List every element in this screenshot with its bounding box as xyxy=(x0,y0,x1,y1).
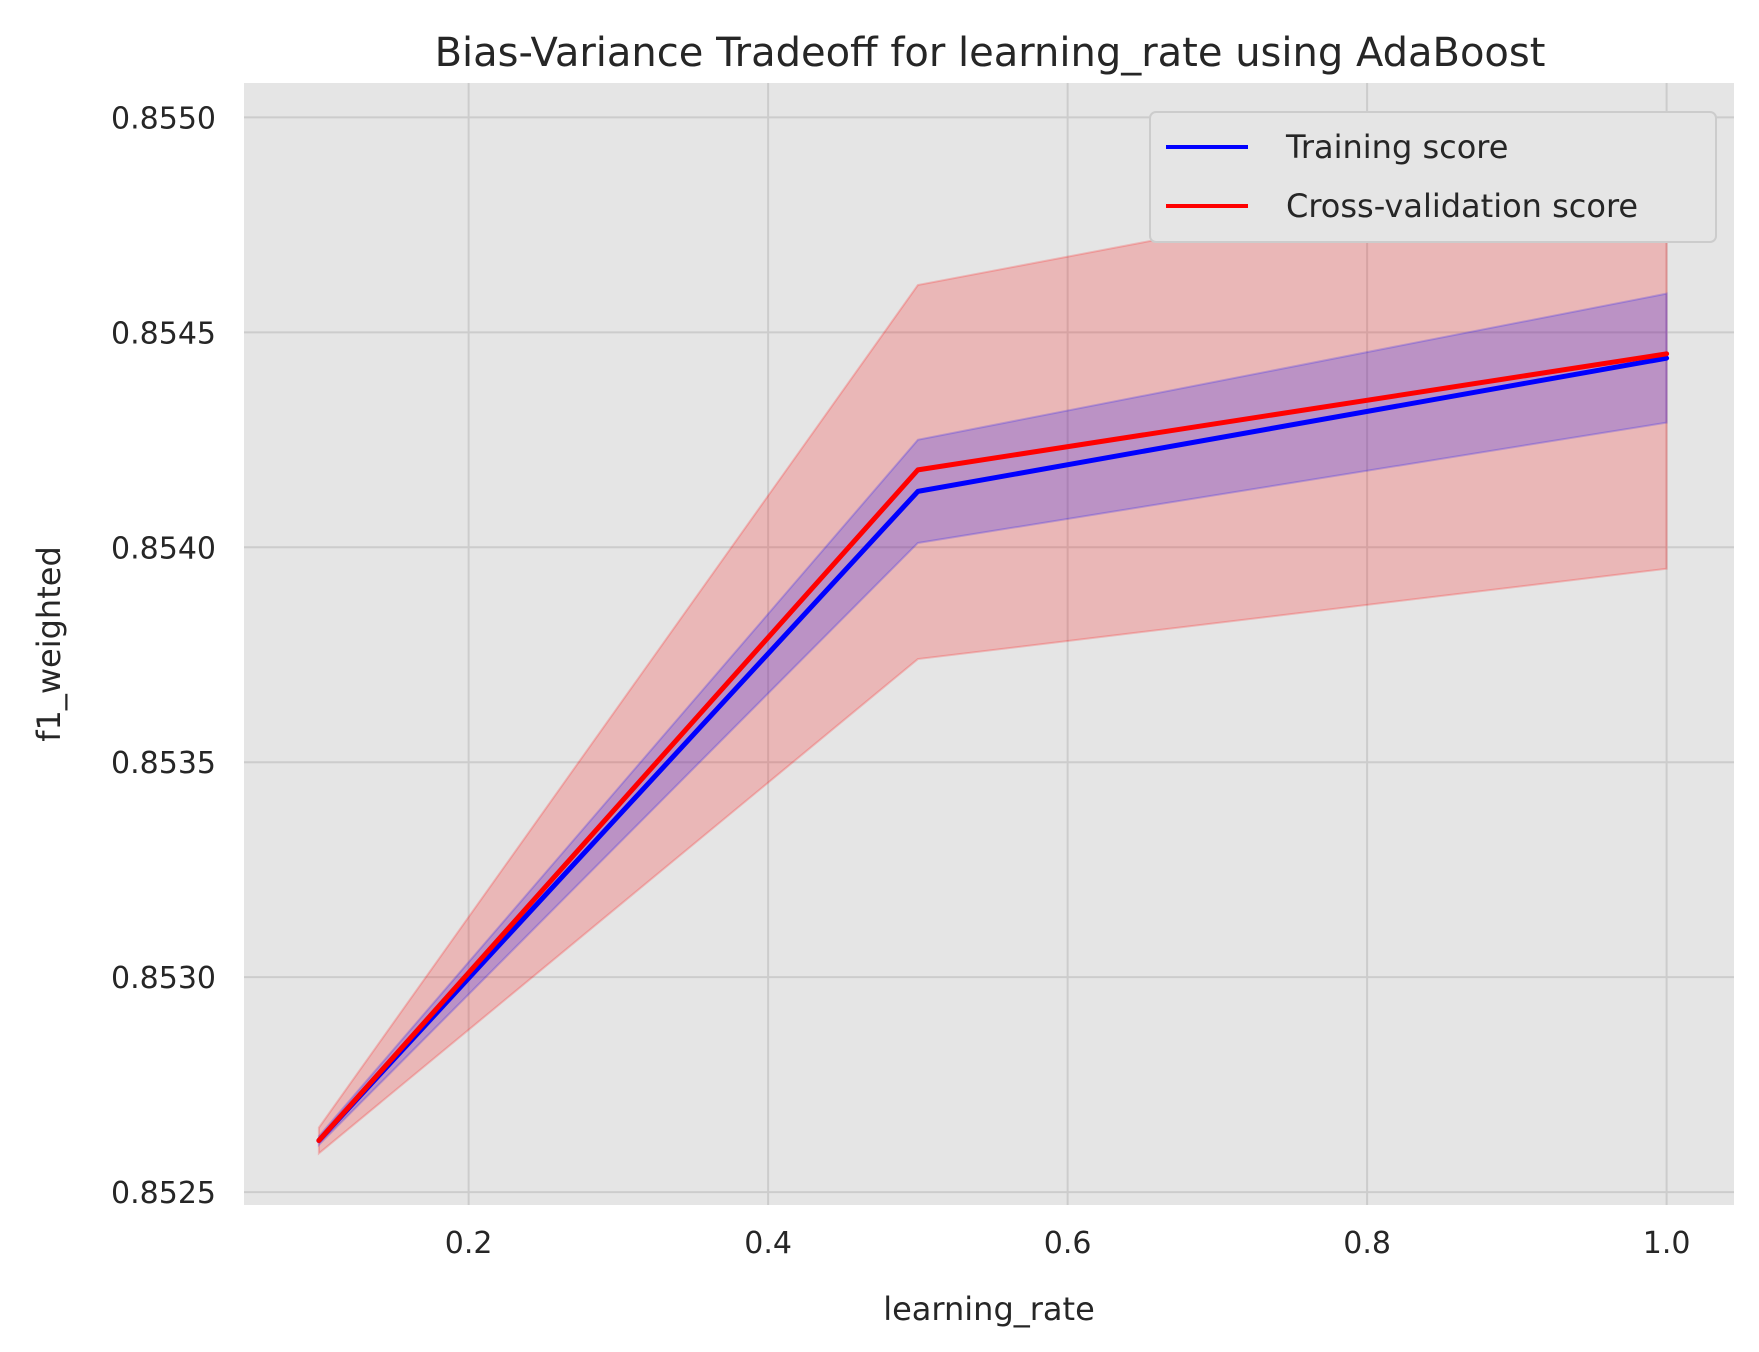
x-axis-ticks: 0.2 0.4 0.6 0.8 1.0 xyxy=(445,1226,1691,1261)
x-tick-label: 0.8 xyxy=(1343,1226,1391,1261)
x-tick-label: 1.0 xyxy=(1643,1226,1691,1261)
cross-validation-band xyxy=(317,141,1668,1156)
x-tick-label: 0.6 xyxy=(1044,1226,1092,1261)
y-axis-label: f1_weighted xyxy=(30,546,68,742)
y-tick-label: 0.8535 xyxy=(111,746,216,781)
y-tick-label: 0.8525 xyxy=(111,1176,216,1211)
series-lines xyxy=(316,351,1670,1144)
x-tick-label: 0.2 xyxy=(445,1226,493,1261)
legend: Training score Cross-validation score xyxy=(1149,111,1717,243)
training-score-line xyxy=(316,355,1670,1144)
grid-lines xyxy=(244,83,1734,1205)
confidence-bands xyxy=(317,141,1668,1156)
training-score-band xyxy=(317,292,1668,1148)
plot-area xyxy=(244,83,1734,1205)
legend-box xyxy=(1149,111,1717,243)
y-axis-ticks: 0.8525 0.8530 0.8535 0.8540 0.8545 0.8550 xyxy=(111,101,216,1211)
y-tick-label: 0.8550 xyxy=(111,101,216,136)
y-tick-label: 0.8530 xyxy=(111,961,216,996)
cross-validation-line xyxy=(316,351,1670,1144)
legend-label-training: Training score xyxy=(1285,128,1508,166)
chart-title: Bias-Variance Tradeoff for learning_rate… xyxy=(435,30,1546,76)
y-tick-label: 0.8545 xyxy=(111,316,216,351)
x-tick-label: 0.4 xyxy=(744,1226,792,1261)
x-axis-label: learning_rate xyxy=(883,1290,1095,1328)
legend-label-cross-validation: Cross-validation score xyxy=(1286,187,1638,225)
y-tick-label: 0.8540 xyxy=(111,531,216,566)
